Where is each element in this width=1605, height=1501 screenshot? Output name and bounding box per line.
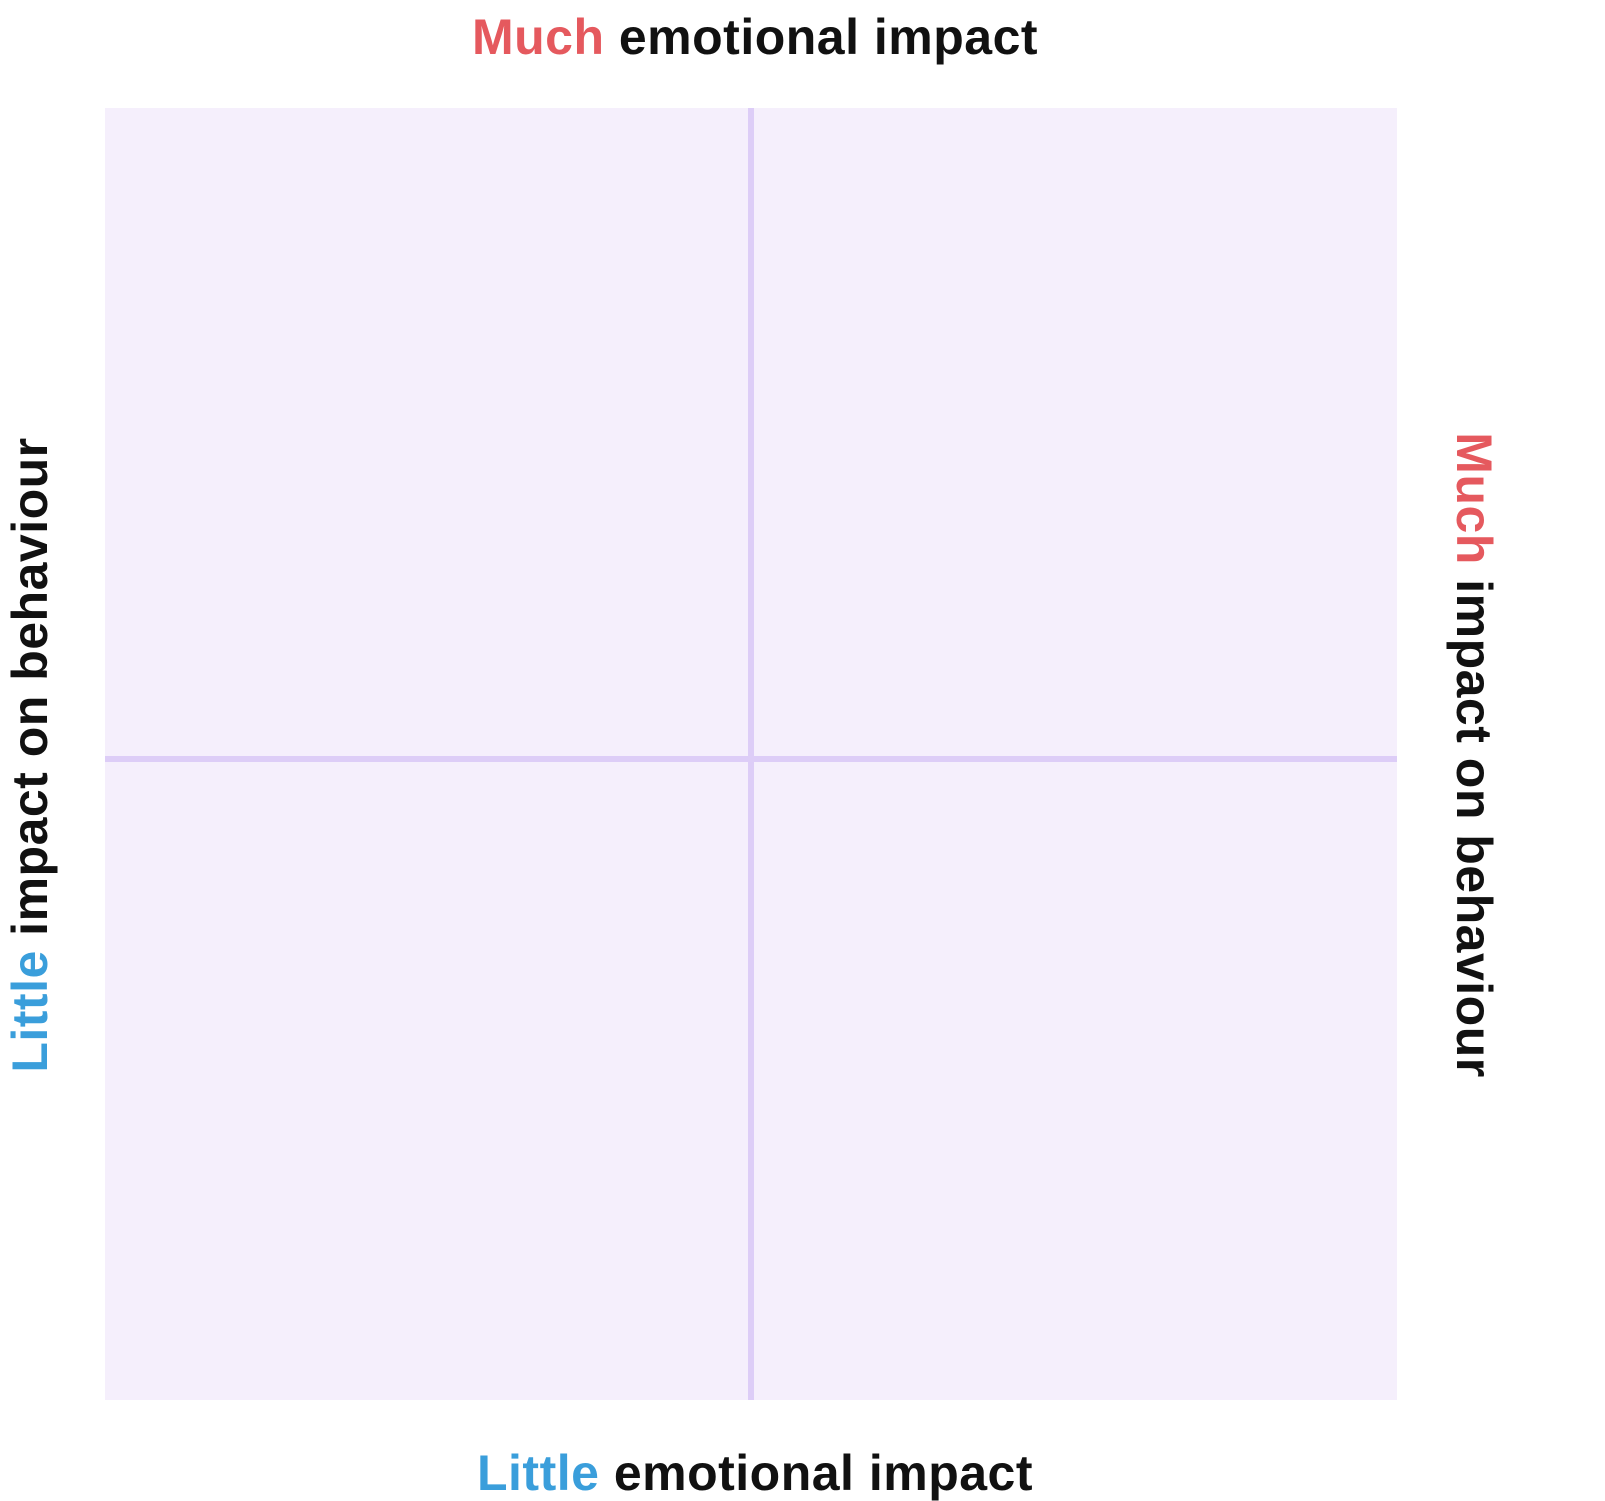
right-axis-label: Much impact on behaviour xyxy=(1446,432,1502,1078)
quadrant-top-right xyxy=(751,108,1397,754)
quadrant-top-left xyxy=(105,108,751,754)
quadrant-bottom-left xyxy=(105,754,751,1400)
quadrant-bottom-right xyxy=(751,754,1397,1400)
bottom-axis-accent: Little xyxy=(476,1445,600,1501)
right-axis-accent: Much xyxy=(1446,432,1502,565)
bottom-axis-text: emotional impact xyxy=(599,1445,1033,1501)
bottom-axis-label: Little emotional impact xyxy=(0,1448,1510,1498)
left-axis-label: Little impact on behaviour xyxy=(2,437,58,1073)
top-axis-accent: Much xyxy=(471,9,605,65)
top-axis-label: Much emotional impact xyxy=(0,12,1510,62)
left-axis-accent: Little xyxy=(2,950,58,1073)
vertical-divider xyxy=(748,108,754,1400)
left-axis-text: impact on behaviour xyxy=(2,437,58,951)
horizontal-divider xyxy=(105,756,1397,762)
quadrant-grid xyxy=(105,108,1397,1400)
right-axis-text: impact on behaviour xyxy=(1446,564,1502,1078)
top-axis-text: emotional impact xyxy=(604,9,1039,65)
